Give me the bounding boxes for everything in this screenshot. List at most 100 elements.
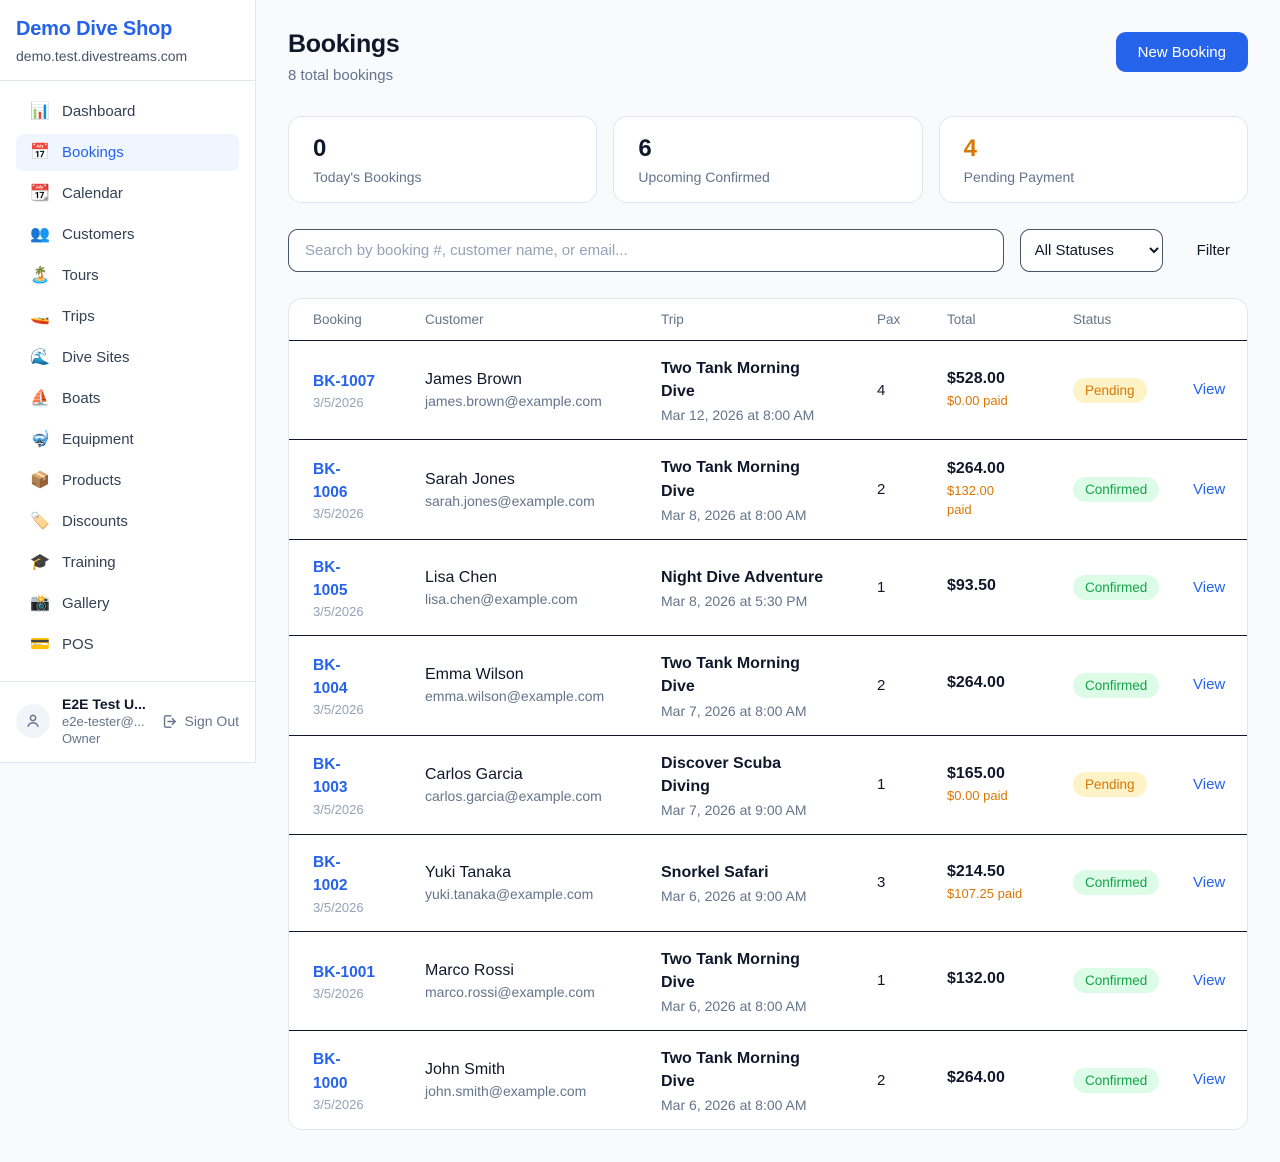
filter-button[interactable]: Filter [1196,242,1230,259]
new-booking-button[interactable]: New Booking [1115,32,1248,72]
user-role: Owner [62,731,101,746]
view-link[interactable]: View [1193,578,1226,596]
booking-date: 3/5/2026 [313,395,364,411]
status-badge: Confirmed [1073,1067,1160,1093]
booking-id-link[interactable]: BK- 1004 [313,656,348,697]
sidebar-item-trips[interactable]: 🚤 Trips [16,298,239,335]
customer-email: john.smith@example.com [425,1083,587,1100]
view-link[interactable]: View [1193,873,1226,891]
stat-card-todays-bookings: 0 Today's Bookings [288,116,598,203]
col-header-customer: Customer [413,299,649,341]
bar-chart-icon: 📊 [30,102,50,120]
status-badge: Confirmed [1073,575,1160,600]
view-link[interactable]: View [1193,971,1226,989]
stat-value: 6 [638,135,652,162]
credit-card-icon: 💳 [30,635,50,653]
booking-id-link[interactable]: BK- 1002 [313,854,348,895]
sidebar-item-label: Boats [62,390,101,407]
sidebar-item-products[interactable]: 📦 Products [16,462,239,499]
table-row: BK-1001 3/5/2026 Marco Rossi marco.rossi@e… [289,931,1247,1031]
trip-name: Two Tank Morning Dive [661,950,800,991]
booking-id-link[interactable]: BK-1007 [313,373,376,391]
trip-datetime: Mar 8, 2026 at 8:00 AM [661,506,807,523]
customer-email: emma.wilson@example.com [425,688,605,705]
sidebar-item-gallery[interactable]: 📸 Gallery [16,585,239,622]
sidebar-item-pos[interactable]: 💳 POS [16,626,239,663]
view-link[interactable]: View [1193,676,1226,694]
sidebar-item-bookings[interactable]: 📅 Bookings [16,134,239,171]
user-info: E2E Test U... e2e-tester@... Owner [62,696,146,746]
customer-name: James Brown [425,371,522,389]
sidebar-item-calendar[interactable]: 📆 Calendar [16,175,239,212]
sidebar-item-customers[interactable]: 👥 Customers [16,216,239,253]
status-badge: Confirmed [1073,870,1160,896]
sidebar-item-tours[interactable]: 🏝️ Tours [16,257,239,294]
avatar [16,704,50,738]
shop-domain: demo.test.divestreams.com [16,48,188,64]
col-header-pax: Pax [865,299,935,341]
page-title: Bookings [288,30,400,58]
table-row: BK- 1005 3/5/2026 Lisa Chen lisa.chen@exam… [289,539,1247,637]
sidebar-item-label: Calendar [62,185,123,202]
sidebar-item-label: Customers [62,226,135,243]
trip-name: Night Dive Adventure [661,568,824,586]
customer-name: Yuki Tanaka [425,863,511,881]
trip-datetime: Mar 7, 2026 at 9:00 AM [661,802,807,818]
sidebar-item-label: Dashboard [62,103,136,120]
view-link[interactable]: View [1193,775,1226,793]
pax-count: 1 [865,735,935,836]
calendar-icon: 📅 [30,143,50,161]
trip-name: Snorkel Safari [661,864,769,882]
sidebar-item-dive-sites[interactable]: 🌊 Dive Sites [16,339,239,376]
sidebar-item-training[interactable]: 🎓 Training [16,544,239,581]
booking-date: 3/5/2026 [313,506,364,522]
table-row: BK- 1004 3/5/2026 Emma Wilson emma.wilson@… [289,635,1247,736]
sidebar-nav: 📊 Dashboard 📅 Bookings 📆 Calendar 👥 Customer… [0,81,255,682]
booking-id-link[interactable]: BK- 1005 [313,558,348,599]
bookings-table: Booking Customer Trip Pax Total Status B… [289,299,1247,1129]
table-row: BK- 1003 3/5/2026 Carlos Garcia carlos.gar… [289,735,1247,836]
trip-datetime: Mar 6, 2026 at 9:00 AM [661,888,807,905]
sidebar-item-label: Products [62,472,122,489]
trip-datetime: Mar 6, 2026 at 8:00 AM [661,997,807,1014]
customer-name: Sarah Jones [425,470,515,488]
bookings-table-card: Booking Customer Trip Pax Total Status B… [288,298,1248,1131]
stats-cards: 0 Today's Bookings 6 Upcoming Confirmed … [288,116,1248,203]
sidebar-item-boats[interactable]: ⛵ Boats [16,380,239,417]
dive-mask-icon: 🤿 [30,430,50,448]
booking-id-link[interactable]: BK- 1000 [313,1051,348,1092]
paid-amount: $107.25 paid [947,885,1023,901]
view-link[interactable]: View [1193,1071,1226,1089]
view-link[interactable]: View [1193,480,1226,498]
stat-card-pending-payment: 4 Pending Payment [938,116,1248,203]
trip-name: Two Tank Morning Dive [661,655,800,696]
sidebar-item-dashboard[interactable]: 📊 Dashboard [16,93,239,130]
customer-email: james.brown@example.com [425,393,602,410]
col-header-trip: Trip [649,299,865,341]
total-amount: $264.00 [947,674,1005,692]
pax-count: 2 [865,439,935,540]
trip-name: Discover Scuba Diving [661,754,782,795]
booking-date: 3/5/2026 [313,985,364,1001]
status-filter-select[interactable]: All Statuses [1019,229,1163,272]
booking-id-link[interactable]: BK- 1003 [313,756,348,797]
customer-email: sarah.jones@example.com [425,492,595,509]
page-header: Bookings 8 total bookings New Booking [288,30,1248,84]
stat-value: 0 [313,135,327,162]
trip-datetime: Mar 6, 2026 at 8:00 AM [661,1097,807,1114]
sidebar-item-discounts[interactable]: 🏷️ Discounts [16,503,239,540]
island-icon: 🏝️ [30,266,50,284]
boat-icon: 🚤 [30,307,50,325]
view-link[interactable]: View [1193,381,1226,399]
sidebar-item-label: Gallery [62,595,110,612]
booking-id-link[interactable]: BK- 1006 [313,460,348,502]
sidebar-item-equipment[interactable]: 🤿 Equipment [16,421,239,458]
search-input[interactable] [288,229,1004,272]
stat-label: Today's Bookings [313,169,422,185]
booking-id-link[interactable]: BK-1001 [313,963,376,981]
sign-out-button[interactable]: Sign Out [161,713,239,730]
graduation-cap-icon: 🎓 [30,553,50,571]
booking-date: 3/5/2026 [313,702,364,718]
customer-name: Emma Wilson [425,666,524,684]
total-bookings-count: 8 total bookings [288,67,394,84]
